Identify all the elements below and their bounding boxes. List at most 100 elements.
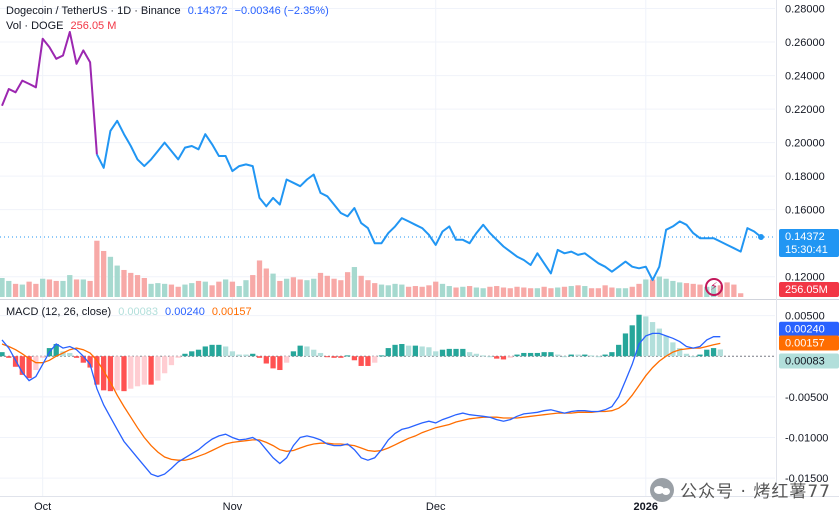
macd-hist-bar bbox=[87, 356, 93, 368]
macd-tick-label: -0.01000 bbox=[785, 432, 828, 444]
current-price-tag bbox=[779, 228, 839, 257]
volume-tag-text: 256.05M bbox=[785, 284, 828, 296]
macd-hist-bar bbox=[351, 356, 358, 361]
macd-hist-bar bbox=[399, 344, 405, 357]
macd-hist-bar bbox=[6, 356, 12, 358]
volume-bar bbox=[263, 268, 269, 297]
volume-bar bbox=[561, 286, 568, 297]
volume-bar bbox=[250, 275, 256, 297]
macd-value-tag bbox=[779, 321, 839, 337]
macd-hist-bar bbox=[494, 356, 500, 359]
volume-bar bbox=[616, 288, 622, 297]
volume-bar bbox=[175, 286, 181, 297]
macd-hist-bar bbox=[101, 356, 107, 391]
volume-bar bbox=[12, 283, 19, 297]
volume-bar bbox=[128, 272, 134, 297]
macd-tick-label: 0.00500 bbox=[785, 311, 825, 323]
macd-hist-bar bbox=[514, 354, 520, 357]
time-axis-label: 2026 bbox=[634, 501, 658, 513]
macd-hist-bar bbox=[500, 356, 507, 360]
volume-bar bbox=[412, 286, 419, 297]
volume-bar bbox=[101, 250, 107, 297]
macd-hist-bar bbox=[609, 352, 615, 357]
volume-bar bbox=[209, 285, 215, 297]
volume-bar bbox=[487, 286, 493, 297]
macd-hist-bar bbox=[229, 351, 236, 357]
volume-bar bbox=[80, 279, 86, 297]
macd-line-value: 0.00240 bbox=[165, 306, 205, 318]
macd-hist-bar bbox=[182, 353, 188, 357]
macd-hist-bar bbox=[629, 325, 635, 357]
volume-bar bbox=[243, 280, 249, 297]
macd-hist-bar bbox=[189, 351, 195, 357]
macd-hist-bar bbox=[128, 356, 134, 389]
macd-hist-bar bbox=[26, 356, 32, 379]
macd-hist-bar bbox=[677, 348, 683, 357]
macd-hist-bar bbox=[683, 353, 690, 357]
volume-bar bbox=[521, 287, 527, 297]
macd-hist-bar bbox=[250, 353, 256, 357]
volume-bar bbox=[405, 286, 412, 297]
macd-hist-bar bbox=[365, 356, 371, 366]
volume-bar bbox=[629, 286, 635, 297]
macd-hist-bar bbox=[412, 345, 419, 357]
macd-hist-bar bbox=[162, 356, 168, 374]
macd-hist-bar bbox=[331, 356, 337, 358]
volume-bar bbox=[195, 280, 202, 297]
macd-hist-bar bbox=[602, 354, 608, 357]
macd-hist-bar bbox=[649, 322, 656, 357]
volume-bar bbox=[290, 277, 297, 297]
macd-hist-bar bbox=[663, 335, 669, 357]
volume-bar bbox=[494, 286, 500, 297]
volume-bar bbox=[649, 279, 656, 297]
last-price: 0.14372 bbox=[187, 5, 228, 17]
volume-bar bbox=[33, 283, 39, 297]
macd-hist-bar bbox=[595, 356, 601, 358]
volume-bar bbox=[507, 288, 513, 297]
macd-hist-bar bbox=[263, 356, 269, 364]
macd-hist-bar bbox=[311, 349, 317, 357]
volume-bar bbox=[399, 284, 405, 297]
macd-hist-bar bbox=[534, 352, 541, 357]
current-price-tag-text: 0.14372 bbox=[785, 231, 825, 243]
time-axis-label: Nov bbox=[223, 501, 243, 513]
volume-legend: Vol · DOGE 256.05 M bbox=[6, 19, 120, 33]
macd-hist-bar bbox=[19, 356, 25, 375]
macd-hist-bar bbox=[297, 345, 303, 357]
volume-bar bbox=[731, 284, 737, 297]
volume-bar bbox=[155, 283, 161, 297]
price-change: −0.00346 (−2.35%) bbox=[234, 5, 329, 17]
macd-hist-bar bbox=[697, 354, 703, 357]
volume-bar bbox=[344, 272, 351, 297]
volume-bar bbox=[283, 278, 290, 297]
price-tick-label: 0.24000 bbox=[785, 71, 825, 83]
time-axis-label: Oct bbox=[34, 501, 51, 513]
macd-hist-bar bbox=[717, 349, 723, 357]
watermark: 公众号 · 烤红薯77 bbox=[650, 477, 831, 502]
volume-bar bbox=[256, 260, 263, 297]
volume-bar bbox=[473, 287, 480, 297]
macd-hist-bar bbox=[690, 356, 696, 358]
volume-bar bbox=[19, 284, 25, 297]
macd-hist-bar bbox=[426, 347, 432, 357]
volume-bar bbox=[534, 288, 541, 297]
time-axis-label: Dec bbox=[426, 501, 446, 513]
hist-value-tag bbox=[779, 353, 839, 369]
volume-bar bbox=[643, 279, 649, 297]
macd-hist-bar bbox=[67, 352, 73, 357]
volume-bar bbox=[426, 285, 432, 297]
price-tick-label: 0.18000 bbox=[785, 171, 825, 183]
tradingview-logo-icon[interactable]: ⚡ bbox=[705, 278, 723, 296]
macd-hist-bar bbox=[283, 356, 290, 363]
volume-bar bbox=[311, 278, 317, 297]
macd-hist-bar bbox=[277, 356, 283, 371]
macd-hist-bar bbox=[507, 356, 513, 358]
volume-bar bbox=[582, 286, 588, 297]
macd-hist-bar bbox=[195, 349, 202, 357]
volume-bar bbox=[229, 281, 236, 297]
macd-hist-bar bbox=[175, 356, 181, 358]
volume-bar bbox=[439, 283, 446, 297]
macd-hist-bar bbox=[487, 356, 493, 358]
volume-bar bbox=[6, 280, 12, 297]
